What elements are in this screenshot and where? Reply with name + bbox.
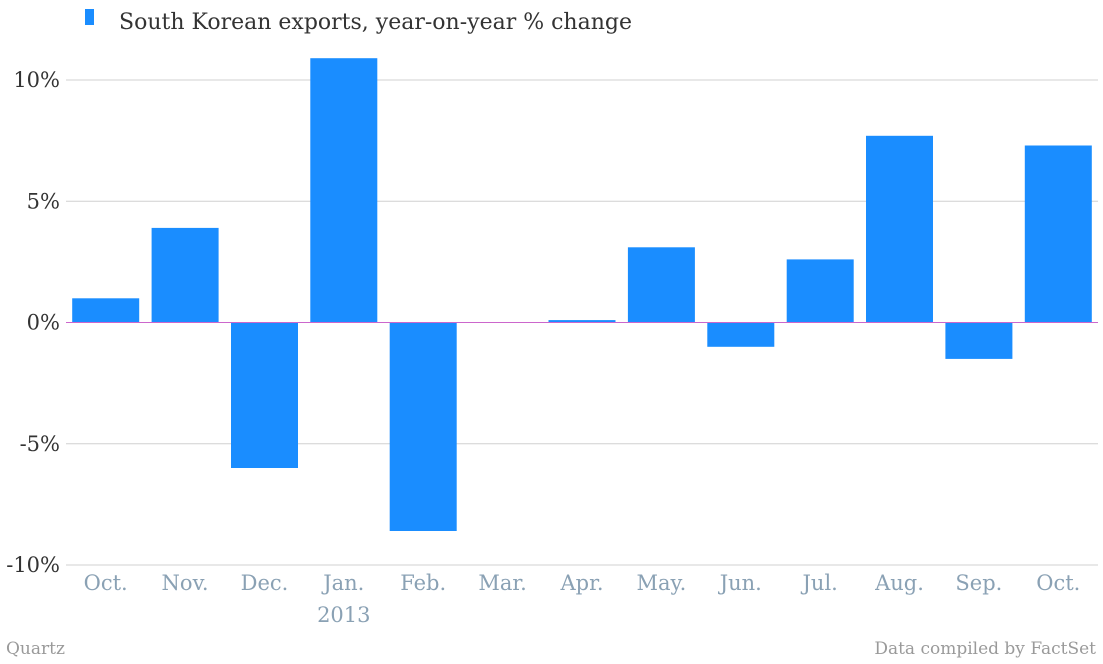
y-tick-label: 0% (27, 311, 60, 335)
bar (72, 298, 140, 323)
bar (310, 58, 378, 323)
y-tick-label: 5% (27, 189, 60, 213)
x-tick-label: Mar. (478, 571, 526, 595)
bar (151, 227, 219, 323)
legend-label: South Korean exports, year-on-year % cha… (119, 10, 632, 35)
legend: South Korean exports, year-on-year % cha… (85, 9, 632, 35)
bar (1024, 145, 1092, 323)
x-tick-label: Feb. (400, 571, 446, 595)
x-tick-label: Nov. (162, 571, 209, 595)
x-tick-sublabel: 2013 (317, 603, 370, 627)
x-tick-label: Jun. (718, 571, 762, 595)
legend-swatch (85, 9, 94, 25)
bar (786, 259, 854, 323)
bar (707, 322, 775, 347)
x-tick-label: Jan. (321, 571, 364, 595)
x-tick-label: Jul. (801, 571, 838, 595)
bar (389, 322, 457, 531)
x-tick-label: Sep. (955, 571, 1002, 595)
y-axis-ticks: 10% 5% 0% -5% -10% (6, 68, 60, 577)
y-tick-label: -5% (20, 432, 60, 456)
footer-source-left: Quartz (6, 639, 65, 659)
x-axis-ticks: Oct. Nov. Dec. Jan. 2013 Feb. Mar. Apr. May. Jun.… (84, 571, 1081, 627)
bars (72, 58, 1092, 531)
bar (231, 322, 298, 468)
x-tick-label: Dec. (241, 571, 289, 595)
x-tick-label: May. (637, 571, 687, 595)
bar (866, 135, 933, 323)
x-tick-label: Apr. (559, 571, 603, 595)
footer-source-right: Data compiled by FactSet (874, 639, 1096, 659)
x-tick-label: Aug. (874, 571, 924, 595)
y-tick-label: -10% (6, 553, 60, 577)
bar (945, 322, 1013, 359)
x-tick-label: Oct. (1036, 571, 1080, 595)
x-tick-label: Oct. (84, 571, 128, 595)
y-tick-label: 10% (13, 68, 60, 92)
bar (548, 320, 616, 323)
bar (627, 247, 695, 323)
